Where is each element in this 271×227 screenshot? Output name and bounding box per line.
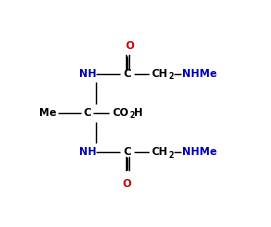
Text: O: O (125, 41, 134, 51)
Text: CH: CH (152, 147, 168, 157)
Text: Me: Me (39, 108, 57, 118)
Text: CO: CO (113, 108, 129, 118)
Text: 2: 2 (130, 111, 135, 120)
Text: 2: 2 (168, 151, 174, 160)
Text: NHMe: NHMe (182, 147, 217, 157)
Text: 2: 2 (168, 72, 174, 81)
Text: C: C (124, 147, 131, 157)
Text: NHMe: NHMe (182, 69, 217, 79)
Text: NH: NH (79, 147, 96, 157)
Text: H: H (134, 108, 143, 118)
Text: O: O (123, 179, 132, 189)
Text: C: C (124, 69, 131, 79)
Text: C: C (84, 108, 91, 118)
Text: CH: CH (152, 69, 168, 79)
Text: NH: NH (79, 69, 96, 79)
